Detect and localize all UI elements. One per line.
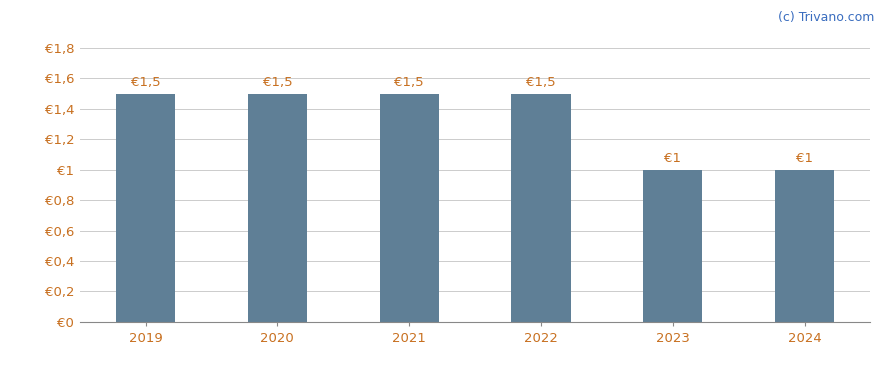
- Text: €1,5: €1,5: [263, 76, 292, 89]
- Bar: [511, 94, 571, 322]
- Bar: [115, 94, 175, 322]
- Text: (c) Trivano.com: (c) Trivano.com: [778, 11, 875, 24]
- Bar: [775, 170, 835, 322]
- Text: €1: €1: [664, 152, 681, 165]
- Text: €1,5: €1,5: [394, 76, 424, 89]
- Bar: [643, 170, 702, 322]
- Text: €1,5: €1,5: [131, 76, 161, 89]
- Bar: [379, 94, 439, 322]
- Text: €1,5: €1,5: [527, 76, 556, 89]
- Text: €1: €1: [797, 152, 813, 165]
- Bar: [248, 94, 307, 322]
